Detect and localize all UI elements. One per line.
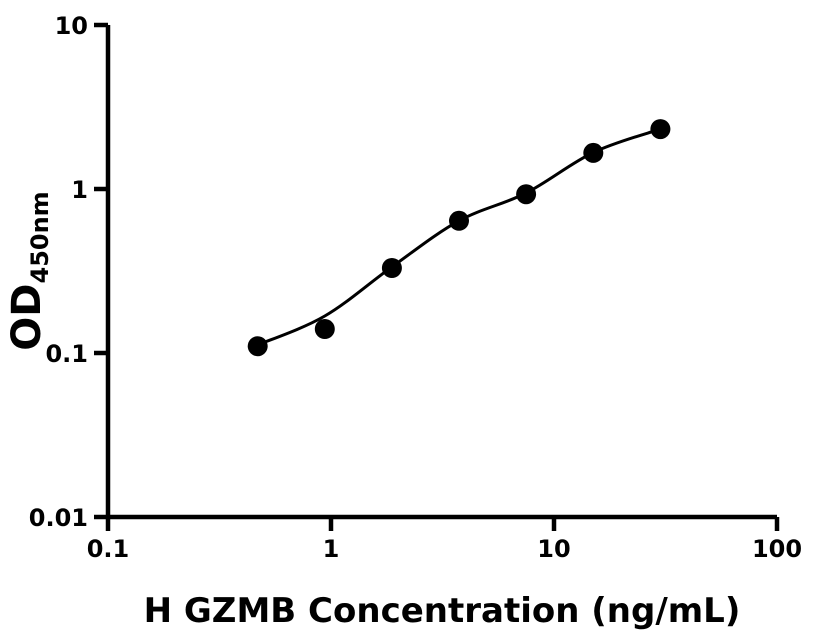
axis-lines xyxy=(105,25,777,520)
x-tick-label: 100 xyxy=(752,535,802,563)
x-axis-title: H GZMB Concentration (ng/mL) xyxy=(144,591,741,631)
fit-curve xyxy=(256,127,662,347)
data-point xyxy=(247,336,268,357)
data-point xyxy=(314,319,335,339)
y-tick-label: 0.01 xyxy=(29,504,88,532)
data-point xyxy=(650,119,671,140)
y-axis-title: OD450nm xyxy=(4,191,54,350)
data-point xyxy=(583,142,604,163)
y-tick-label: 10 xyxy=(55,12,88,40)
data-point xyxy=(516,184,537,205)
y-axis-title-main: OD xyxy=(4,283,50,350)
x-tick-label: 1 xyxy=(323,535,340,563)
data-points xyxy=(247,119,671,357)
y-tick-label: 0.1 xyxy=(45,340,88,368)
y-axis-title-sub: 450nm xyxy=(26,191,54,283)
data-point xyxy=(449,210,469,231)
axes: 0.1 1 10 100 0.01 0.1 1 10 xyxy=(29,12,802,563)
data-point xyxy=(381,258,402,278)
x-tick-label: 0.1 xyxy=(87,535,130,563)
y-tick-label: 1 xyxy=(71,176,88,204)
x-tick-label: 10 xyxy=(537,535,570,563)
